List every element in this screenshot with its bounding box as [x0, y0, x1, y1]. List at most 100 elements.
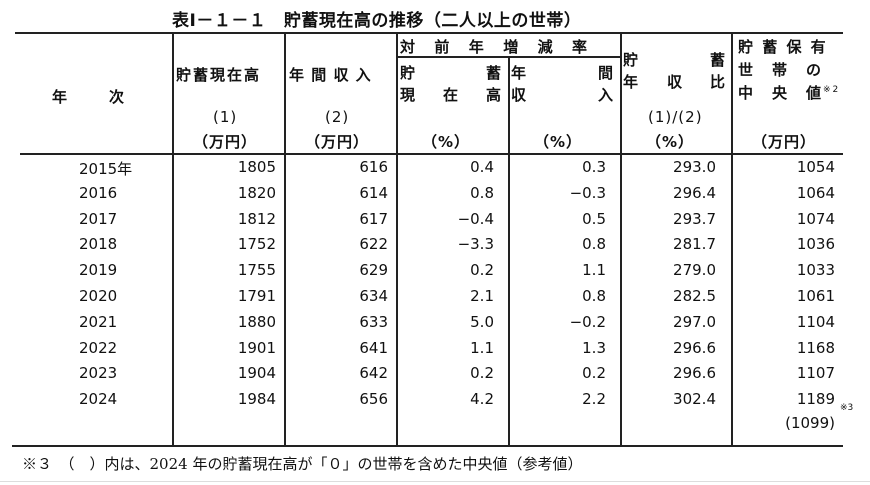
cell-yoy-savings: 0.8 — [470, 183, 494, 202]
cell-savings: 1820 — [237, 183, 276, 202]
cell-yoy-savings: −3.3 — [457, 235, 494, 254]
cell-year: 2020 — [79, 287, 118, 305]
cell-ratio: 296.6 — [673, 338, 716, 357]
col-divider-6 — [731, 33, 733, 445]
cell-year: 2024 — [79, 390, 118, 409]
header-yoy-savings-2a: 現 — [400, 86, 417, 104]
cell-ratio: 279.0 — [673, 261, 716, 280]
cell-savings: 1805 — [237, 158, 276, 176]
cell-income: 622 — [359, 235, 388, 254]
header-yoy-savings-unit: （%） — [422, 133, 471, 151]
cell-year: 2018 — [79, 235, 118, 254]
header-ratio-unit: （%） — [646, 133, 695, 151]
cell-yoy-savings: 0.2 — [470, 364, 494, 383]
header-ratio-2b: 収 — [667, 73, 684, 91]
cell-savings: 1901 — [237, 338, 276, 357]
cell-ratio: 282.5 — [673, 287, 716, 305]
cell-yoy-savings: 1.1 — [470, 338, 494, 357]
header-savings-unit: （万円） — [193, 133, 258, 151]
header-median-line1: 貯 蓄 保 有 — [738, 38, 828, 56]
cell-year: 2015年 — [79, 160, 133, 178]
cell-ratio: 297.0 — [673, 312, 716, 331]
header-income-unit: （万円） — [305, 133, 370, 151]
cell-ratio: 296.4 — [673, 183, 716, 202]
header-ratio-2c: 比 — [710, 73, 727, 91]
cell-ratio: 296.6 — [673, 364, 716, 383]
cell-income: 634 — [359, 287, 388, 305]
cell-median: 1064 — [796, 183, 835, 202]
footnote-ref-2: ※2 — [823, 85, 841, 95]
header-yoy-savings-2c: 高 — [486, 86, 503, 104]
cell-savings: 1755 — [237, 261, 276, 280]
cell-yoy-savings: 2.1 — [470, 287, 494, 305]
cell-income: 641 — [359, 338, 388, 357]
header-yoy-income-1a: 年 — [511, 64, 528, 82]
cell-ratio: 302.4 — [673, 390, 716, 409]
page-edge — [0, 481, 870, 482]
cell-ratio: 281.7 — [673, 235, 716, 254]
header-yoy-savings-1b: 蓄 — [486, 64, 503, 82]
cell-yoy-income: 0.2 — [582, 364, 606, 383]
header-ratio-1b: 蓄 — [710, 51, 727, 69]
cell-income: 617 — [359, 209, 388, 228]
cell-savings: 1984 — [237, 390, 276, 409]
header-yoy-savings-1a: 貯 — [400, 64, 417, 82]
cell-year: 2021 — [79, 312, 118, 331]
cell-yoy-income: 2.2 — [582, 390, 606, 409]
col-divider-4 — [508, 57, 510, 445]
header-median-line2: 世 帯 の — [738, 61, 824, 79]
cell-median: 1036 — [796, 235, 835, 254]
header-median-line3: 中 央 値※2 — [738, 82, 840, 103]
cell-year: 2022 — [79, 338, 118, 357]
cell-yoy-savings: 0.4 — [470, 158, 494, 176]
cell-savings: 1880 — [237, 312, 276, 331]
cell-yoy-income: 1.3 — [582, 338, 606, 357]
cell-median: 1104 — [796, 312, 835, 331]
cell-year: 2019 — [79, 261, 118, 280]
cell-yoy-income: −0.2 — [569, 312, 606, 331]
header-yoy-savings-2b: 在 — [443, 86, 460, 104]
header-savings-index: (1) — [213, 108, 238, 126]
cell-year: 2023 — [79, 364, 118, 383]
cell-median: 1061 — [796, 287, 835, 305]
cell-year: 2016 — [79, 183, 118, 202]
cell-yoy-income: 0.8 — [582, 287, 606, 305]
cell-income: 656 — [359, 390, 388, 409]
median-2024-reference: (1099) — [785, 414, 835, 432]
header-yoy-income-1b: 間 — [598, 64, 615, 82]
header-income-index: (2) — [325, 108, 350, 126]
footnote: ※３ （ ）内は、2024 年の貯蓄現在高が「０」の世帯を含めた中央値（参考値） — [22, 455, 583, 473]
header-ratio-index: (1)/(2) — [648, 108, 703, 126]
table-bottom-rule — [12, 445, 843, 447]
cell-median: 1168 — [796, 338, 835, 357]
cell-savings: 1752 — [237, 235, 276, 254]
header-median-unit: （万円） — [752, 133, 817, 151]
footnote-ref-3: ※3 — [840, 403, 854, 413]
cell-yoy-savings: −0.4 — [457, 209, 494, 228]
col-divider-2 — [284, 33, 286, 445]
col-divider-5 — [620, 33, 622, 445]
cell-income: 616 — [359, 158, 388, 176]
header-ratio-1a: 貯 — [623, 51, 640, 69]
cell-yoy-savings: 4.2 — [470, 390, 494, 409]
header-yoy-group: 対 前 年 増 減 率 — [400, 38, 590, 56]
cell-income: 614 — [359, 183, 388, 202]
header-median-label: 中 央 値 — [738, 84, 824, 102]
header-yoy-income-2b: 入 — [598, 86, 615, 104]
cell-income: 633 — [359, 312, 388, 331]
cell-income: 629 — [359, 261, 388, 280]
yoy-group-rule — [396, 56, 620, 58]
table-title: 表Ⅰ－１－１ 貯蓄現在高の推移（二人以上の世帯） — [172, 11, 582, 31]
cell-yoy-income: 0.5 — [582, 209, 606, 228]
col-divider-3 — [396, 33, 398, 445]
cell-median: 1074 — [796, 209, 835, 228]
cell-yoy-income: 0.8 — [582, 235, 606, 254]
cell-median: 1033 — [796, 261, 835, 280]
header-income-label: 年 間 収 入 — [289, 66, 372, 84]
cell-median: 1054 — [796, 158, 835, 176]
cell-yoy-income: −0.3 — [569, 183, 606, 202]
header-ratio-2a: 年 — [623, 73, 640, 91]
header-bottom-rule — [20, 153, 843, 155]
cell-ratio: 293.0 — [673, 158, 716, 176]
cell-ratio: 293.7 — [673, 209, 716, 228]
